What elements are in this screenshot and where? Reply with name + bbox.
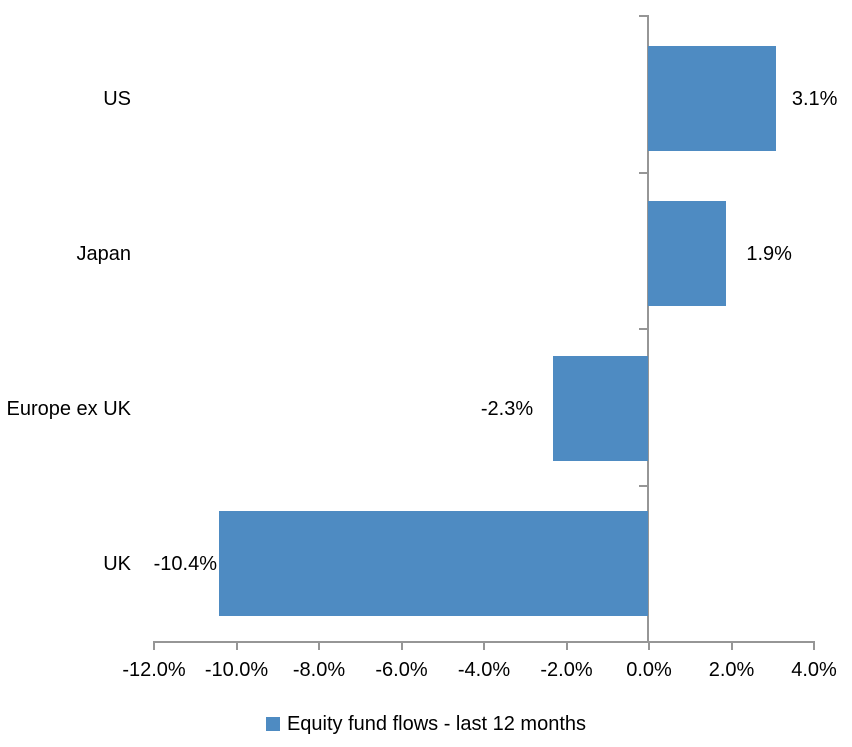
category-axis-tick: [639, 15, 647, 17]
x-axis-tick: [648, 641, 650, 650]
category-label: UK: [103, 552, 131, 575]
bar: [219, 511, 648, 616]
zero-axis-line: [647, 15, 649, 641]
data-label: 3.1%: [791, 87, 838, 110]
category-axis-tick: [639, 641, 647, 643]
legend: Equity fund flows - last 12 months: [0, 711, 852, 737]
legend-swatch-icon: [265, 717, 280, 731]
category-axis-tick: [639, 484, 647, 487]
data-label: -10.4%: [153, 552, 217, 575]
category-axis-tick: [639, 328, 647, 330]
x-axis-tick: [730, 641, 733, 650]
x-tick-label: -8.0%: [292, 659, 346, 681]
x-tick-label: -4.0%: [457, 659, 511, 681]
x-axis-tick: [813, 641, 815, 650]
x-axis-tick: [235, 641, 238, 650]
x-tick-label: 2.0%: [708, 659, 755, 681]
bar: [648, 201, 727, 306]
x-axis-tick: [565, 641, 568, 650]
bar: [648, 46, 776, 151]
x-axis-tick: [153, 641, 155, 650]
x-tick-label: -10.0%: [204, 659, 269, 681]
x-axis-tick: [483, 641, 485, 650]
x-tick-label: 0.0%: [626, 659, 672, 681]
category-axis-tick: [639, 171, 647, 174]
data-label: 1.9%: [746, 242, 792, 265]
x-axis-tick: [318, 641, 320, 650]
x-tick-label: -6.0%: [375, 659, 428, 681]
bar: [553, 356, 648, 461]
category-label: US: [103, 87, 131, 110]
x-tick-label: 4.0%: [791, 659, 837, 681]
x-tick-label: -12.0%: [122, 659, 186, 681]
x-tick-label: -2.0%: [540, 659, 593, 681]
legend-label: Equity fund flows - last 12 months: [286, 713, 587, 735]
category-label: Europe ex UK: [6, 397, 131, 420]
category-label: Japan: [76, 242, 132, 265]
x-axis-tick: [400, 641, 403, 650]
data-label: -2.3%: [480, 397, 534, 420]
